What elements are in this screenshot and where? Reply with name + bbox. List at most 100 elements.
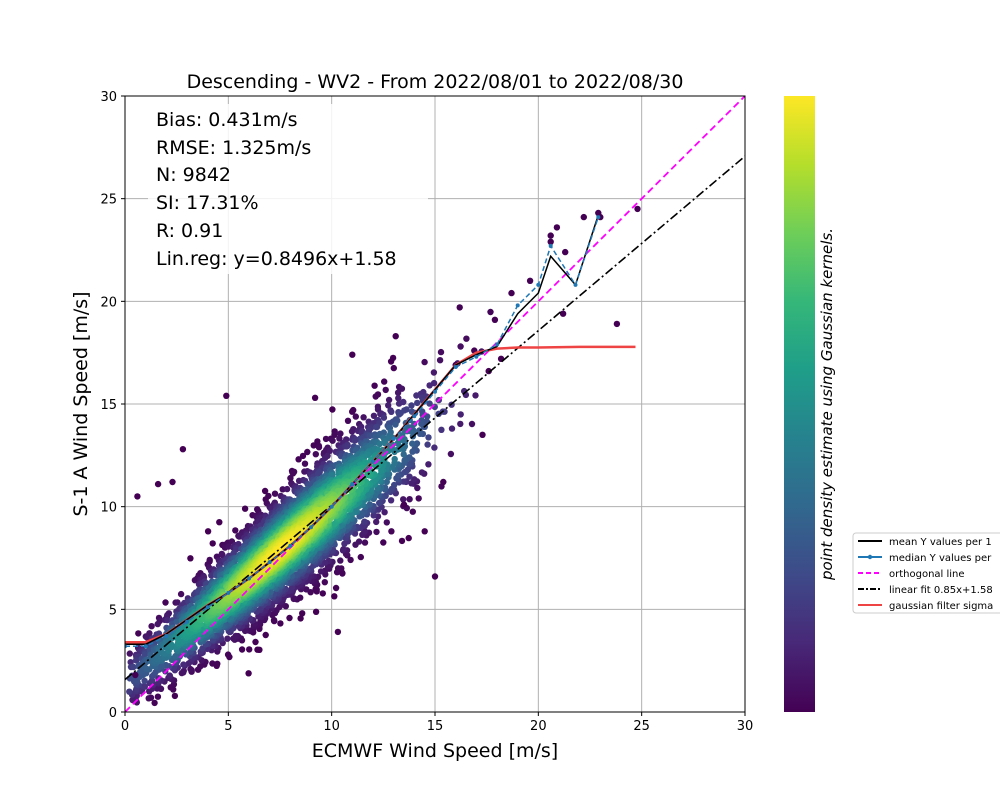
density-point bbox=[398, 537, 406, 545]
density-point bbox=[395, 395, 402, 402]
median-marker bbox=[226, 590, 231, 595]
density-point bbox=[177, 590, 185, 598]
density-point bbox=[418, 420, 425, 427]
outlier-point bbox=[547, 238, 554, 245]
density-point bbox=[289, 470, 297, 477]
density-point bbox=[316, 468, 323, 476]
density-point bbox=[392, 421, 399, 428]
density-point bbox=[299, 452, 307, 460]
median-marker bbox=[164, 634, 169, 638]
density-point bbox=[468, 420, 476, 428]
density-point bbox=[143, 634, 151, 641]
outlier-point bbox=[154, 480, 162, 488]
y-tick-label: 0 bbox=[109, 706, 117, 721]
stat-r: R: 0.91 bbox=[156, 220, 223, 242]
density-point bbox=[332, 584, 340, 592]
legend-frame bbox=[852, 532, 1000, 614]
density-point bbox=[424, 441, 431, 448]
density-point bbox=[261, 487, 269, 495]
outlier-point bbox=[169, 478, 176, 486]
density-point bbox=[352, 541, 359, 548]
stat-n: N: 9842 bbox=[156, 164, 231, 186]
density-point bbox=[238, 646, 246, 653]
legend-marker bbox=[867, 554, 873, 560]
density-point bbox=[472, 392, 479, 399]
density-point bbox=[187, 555, 194, 562]
density-point bbox=[348, 428, 356, 435]
density-point bbox=[391, 455, 398, 463]
density-point bbox=[357, 553, 364, 561]
density-point bbox=[382, 386, 389, 394]
density-point bbox=[130, 663, 137, 671]
chart-title: Descending - WV2 - From 2022/08/01 to 20… bbox=[187, 71, 684, 93]
density-point bbox=[411, 476, 418, 483]
median-marker bbox=[474, 354, 479, 359]
x-tick-label: 0 bbox=[121, 719, 129, 734]
density-point bbox=[388, 408, 395, 415]
outlier-point bbox=[349, 351, 356, 358]
density-point bbox=[438, 426, 445, 433]
median-marker bbox=[309, 525, 313, 530]
density-point bbox=[246, 646, 253, 653]
density-point bbox=[286, 614, 293, 622]
density-point bbox=[301, 460, 309, 467]
outlier-point bbox=[440, 478, 447, 486]
density-point bbox=[173, 618, 180, 625]
density-point bbox=[418, 469, 426, 476]
density-point bbox=[409, 508, 416, 515]
density-point bbox=[436, 357, 444, 364]
density-point bbox=[148, 623, 155, 630]
outlier-point bbox=[508, 289, 515, 297]
median-marker bbox=[433, 389, 437, 394]
density-point bbox=[463, 335, 470, 342]
density-point bbox=[376, 499, 383, 507]
density-point bbox=[304, 448, 311, 456]
outlier-point bbox=[223, 392, 230, 399]
median-marker bbox=[288, 543, 293, 548]
series-line bbox=[125, 96, 745, 712]
density-point bbox=[319, 590, 326, 597]
density-point bbox=[426, 382, 433, 389]
median-marker bbox=[185, 619, 189, 624]
density-point bbox=[381, 378, 388, 385]
density-point bbox=[414, 484, 421, 492]
median-marker bbox=[350, 482, 355, 487]
density-point bbox=[245, 670, 252, 677]
density-point bbox=[336, 435, 343, 442]
density-point bbox=[400, 496, 407, 503]
stats-box: Bias: 0.431m/s RMSE: 1.325m/s N: 9842 SI… bbox=[148, 104, 428, 274]
y-tick-label: 5 bbox=[109, 603, 117, 618]
median-marker bbox=[548, 243, 553, 248]
density-point bbox=[232, 527, 239, 534]
median-marker bbox=[391, 436, 396, 441]
density-point bbox=[388, 528, 395, 535]
density-point bbox=[409, 448, 416, 455]
median-marker bbox=[596, 215, 601, 220]
density-point bbox=[126, 650, 133, 657]
density-point bbox=[431, 444, 438, 451]
median-marker bbox=[247, 576, 251, 581]
median-marker bbox=[453, 365, 458, 369]
density-point bbox=[329, 406, 336, 413]
outlier-point bbox=[334, 628, 342, 636]
density-point bbox=[373, 518, 380, 526]
density-point bbox=[216, 519, 223, 526]
series-line bbox=[125, 155, 745, 681]
median-marker bbox=[536, 282, 541, 287]
density-point bbox=[141, 677, 148, 685]
y-axis-ticks: 0 5 10 15 20 25 30 bbox=[100, 90, 125, 721]
density-point bbox=[126, 688, 133, 695]
density-point bbox=[391, 481, 398, 489]
x-axis-ticks: 0 5 10 15 20 25 30 bbox=[121, 712, 753, 734]
density-point bbox=[383, 519, 390, 526]
density-point bbox=[403, 406, 410, 413]
density-point bbox=[352, 413, 359, 420]
density-point bbox=[385, 396, 393, 404]
outlier-point bbox=[547, 232, 554, 239]
colorbar-label: point density estimate using Gaussian ke… bbox=[818, 228, 836, 581]
density-point bbox=[361, 528, 368, 535]
outlier-point bbox=[134, 493, 141, 500]
density-point bbox=[287, 474, 294, 482]
density-point bbox=[394, 389, 402, 396]
